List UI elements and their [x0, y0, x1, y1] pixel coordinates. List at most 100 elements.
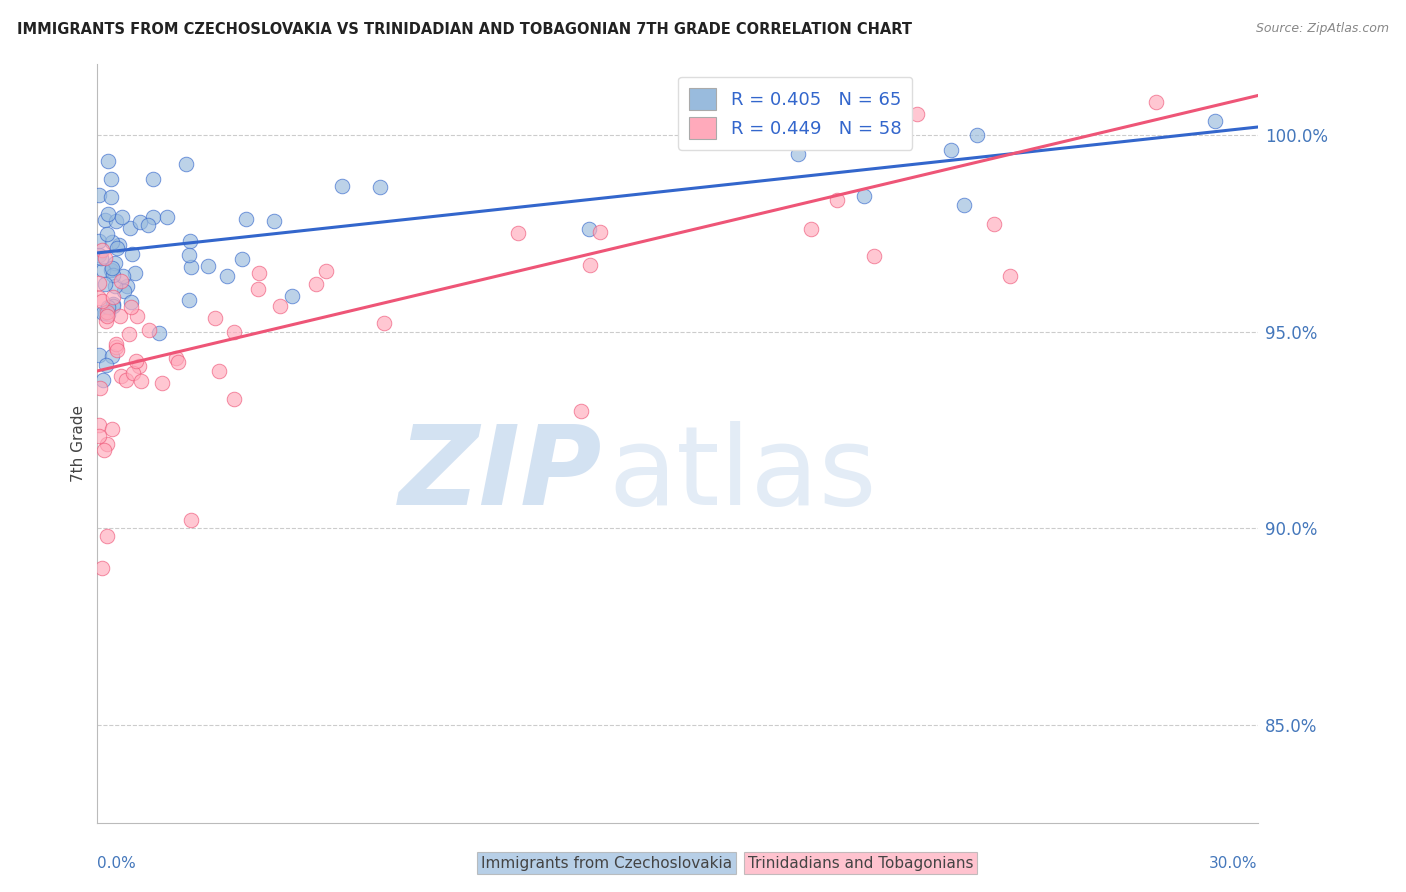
Point: [128, 359, 150, 373]
Legend: R = 0.405   N = 65, R = 0.449   N = 58: R = 0.405 N = 65, R = 0.449 N = 58: [679, 77, 912, 150]
Point: [180, 260, 202, 275]
Text: 30.0%: 30.0%: [1209, 855, 1258, 871]
Point: [224, 392, 246, 407]
Point: [104, 214, 127, 228]
Point: [107, 237, 129, 252]
Point: [101, 349, 124, 363]
Point: [571, 404, 593, 418]
Point: [368, 179, 391, 194]
Point: [330, 178, 353, 193]
Point: [111, 268, 134, 283]
Point: [204, 310, 226, 325]
Point: [217, 268, 239, 283]
Point: [112, 284, 135, 298]
Point: [281, 289, 304, 303]
Point: [174, 157, 197, 171]
Point: [138, 323, 160, 337]
Point: [786, 147, 808, 161]
Point: [129, 375, 152, 389]
Point: [148, 326, 170, 341]
Point: [269, 300, 291, 314]
Point: [508, 226, 530, 240]
Point: [966, 128, 988, 142]
Point: [100, 190, 122, 204]
Point: [94, 277, 117, 291]
Point: [91, 561, 114, 575]
Point: [93, 251, 115, 265]
Point: [96, 529, 118, 543]
Point: [983, 217, 1005, 231]
Point: [1000, 268, 1022, 283]
Text: Immigrants from Czechoslovakia: Immigrants from Czechoslovakia: [481, 855, 733, 871]
Point: [90, 293, 112, 308]
Point: [89, 187, 111, 202]
Point: [89, 348, 111, 362]
Point: [93, 443, 115, 458]
Point: [118, 327, 141, 342]
Point: [579, 258, 602, 272]
Point: [100, 172, 122, 186]
Point: [120, 294, 142, 309]
Point: [94, 213, 117, 227]
Point: [100, 260, 122, 275]
Point: [1204, 114, 1226, 128]
Point: [104, 340, 127, 354]
Point: [91, 306, 114, 320]
Point: [1144, 95, 1167, 110]
Y-axis label: 7th Grade: 7th Grade: [72, 405, 86, 483]
Point: [96, 437, 118, 451]
Point: [136, 218, 159, 232]
Point: [150, 376, 173, 390]
Point: [165, 351, 187, 366]
Point: [110, 368, 132, 383]
Point: [96, 227, 118, 241]
Point: [120, 300, 142, 314]
Point: [89, 418, 111, 433]
Point: [115, 278, 138, 293]
Point: [177, 293, 200, 308]
Point: [124, 266, 146, 280]
Point: [118, 221, 141, 235]
Point: [103, 297, 125, 311]
Point: [97, 307, 120, 321]
Point: [110, 274, 132, 288]
Point: [97, 207, 120, 221]
Point: [263, 213, 285, 227]
Text: IMMIGRANTS FROM CZECHOSLOVAKIA VS TRINIDADIAN AND TOBAGONIAN 7TH GRADE CORRELATI: IMMIGRANTS FROM CZECHOSLOVAKIA VS TRINID…: [17, 22, 912, 37]
Point: [125, 354, 148, 368]
Point: [89, 234, 111, 248]
Point: [167, 355, 190, 369]
Point: [93, 263, 115, 277]
Point: [89, 381, 111, 395]
Point: [103, 299, 125, 313]
Point: [101, 235, 124, 249]
Point: [862, 249, 884, 263]
Point: [222, 326, 245, 340]
Point: [235, 211, 257, 226]
Point: [93, 306, 115, 320]
Point: [953, 198, 976, 212]
Point: [115, 373, 138, 387]
Point: [96, 305, 118, 319]
Point: [108, 309, 131, 323]
Point: [94, 314, 117, 328]
Point: [142, 172, 165, 186]
Point: [89, 429, 111, 443]
Point: [90, 251, 112, 265]
Text: ZIP: ZIP: [399, 421, 602, 528]
Text: 0.0%: 0.0%: [97, 855, 136, 871]
Point: [121, 247, 143, 261]
Point: [859, 84, 882, 98]
Point: [852, 189, 875, 203]
Point: [101, 422, 124, 436]
Point: [101, 290, 124, 304]
Point: [939, 143, 962, 157]
Text: Source: ZipAtlas.com: Source: ZipAtlas.com: [1256, 22, 1389, 36]
Point: [97, 154, 120, 169]
Point: [373, 317, 395, 331]
Point: [105, 241, 128, 255]
Point: [179, 234, 201, 248]
Point: [96, 309, 118, 323]
Point: [101, 268, 124, 283]
Point: [578, 221, 600, 235]
